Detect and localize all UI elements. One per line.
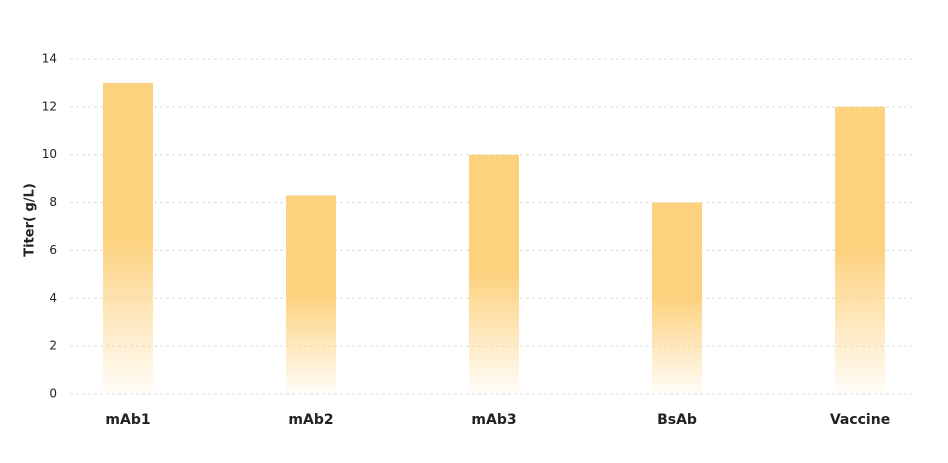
y-tick-label: 6 xyxy=(49,243,57,257)
y-tick-label: 4 xyxy=(49,291,57,305)
y-tick-label: 10 xyxy=(42,147,57,161)
y-axis-label: Titer( g/L) xyxy=(23,183,38,257)
y-tick-label: 0 xyxy=(49,387,57,401)
y-tick-label: 12 xyxy=(42,99,57,113)
bar xyxy=(286,195,336,394)
bar xyxy=(103,82,153,394)
bar xyxy=(835,106,885,394)
bar xyxy=(652,202,702,394)
y-tick-label: 2 xyxy=(49,339,57,353)
x-tick-label: BsAb xyxy=(657,412,697,428)
x-tick-label: mAb2 xyxy=(288,412,333,428)
x-tick-label: Vaccine xyxy=(830,412,890,428)
bar xyxy=(469,154,519,394)
y-tick-label: 14 xyxy=(42,52,57,66)
x-tick-label: mAb1 xyxy=(105,412,150,428)
x-tick-label: mAb3 xyxy=(471,412,516,428)
y-tick-label: 8 xyxy=(49,195,57,209)
